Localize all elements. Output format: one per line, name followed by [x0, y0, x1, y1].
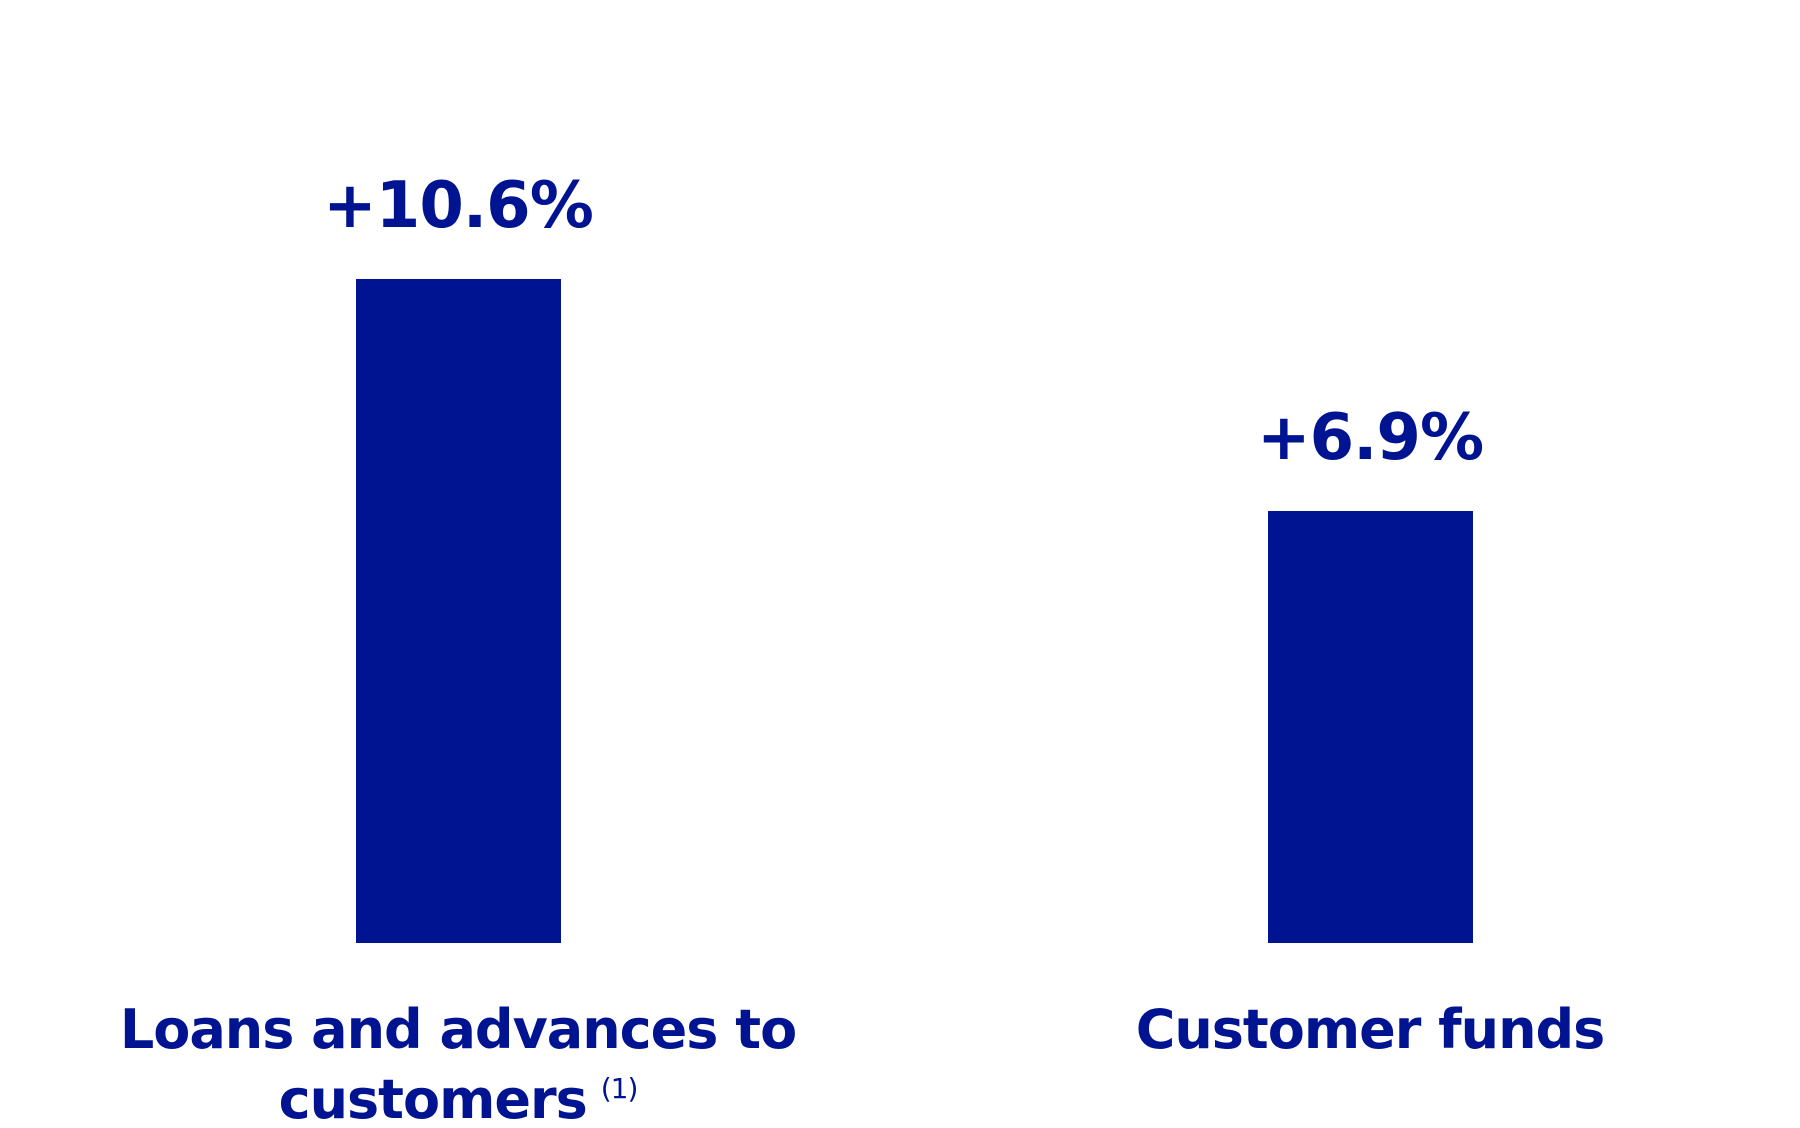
bar	[1267, 510, 1473, 943]
bar	[355, 279, 561, 943]
category-label: Loans and advances to customers (1)	[78, 995, 838, 1128]
category-text: Loans and advances to customers	[119, 998, 797, 1128]
value-label: +6.9%	[1256, 400, 1484, 475]
footnote-mark: (1)	[600, 1072, 639, 1106]
category-label: Customer funds	[990, 995, 1750, 1065]
category-text: Customer funds	[1135, 998, 1606, 1061]
value-label: +10.6%	[323, 169, 594, 243]
